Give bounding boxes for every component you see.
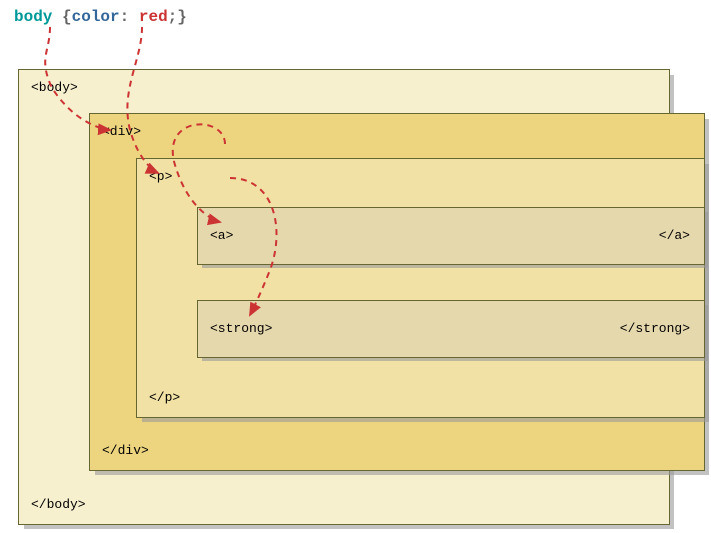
p-close-tag: </p> (149, 390, 180, 405)
css-rule: body {color: red;} (14, 8, 187, 26)
a-box: <a> </a> (197, 207, 705, 265)
body-open-tag: <body> (31, 80, 78, 95)
a-open-tag: <a> (210, 228, 233, 243)
strong-box: <strong> </strong> (197, 300, 705, 358)
value: red (139, 8, 168, 26)
brace-open: { (62, 8, 72, 26)
div-open-tag: <div> (102, 124, 141, 139)
p-box: <p> </p> (136, 158, 705, 418)
selector: body (14, 8, 52, 26)
strong-open-tag: <strong> (210, 321, 272, 336)
brace-close: } (177, 8, 187, 26)
p-open-tag: <p> (149, 169, 172, 184)
property: color (72, 8, 120, 26)
body-close-tag: </body> (31, 497, 86, 512)
a-close-tag: </a> (659, 228, 690, 243)
div-close-tag: </div> (102, 443, 149, 458)
strong-close-tag: </strong> (620, 321, 690, 336)
semi: ; (168, 8, 178, 26)
colon: : (120, 8, 130, 26)
